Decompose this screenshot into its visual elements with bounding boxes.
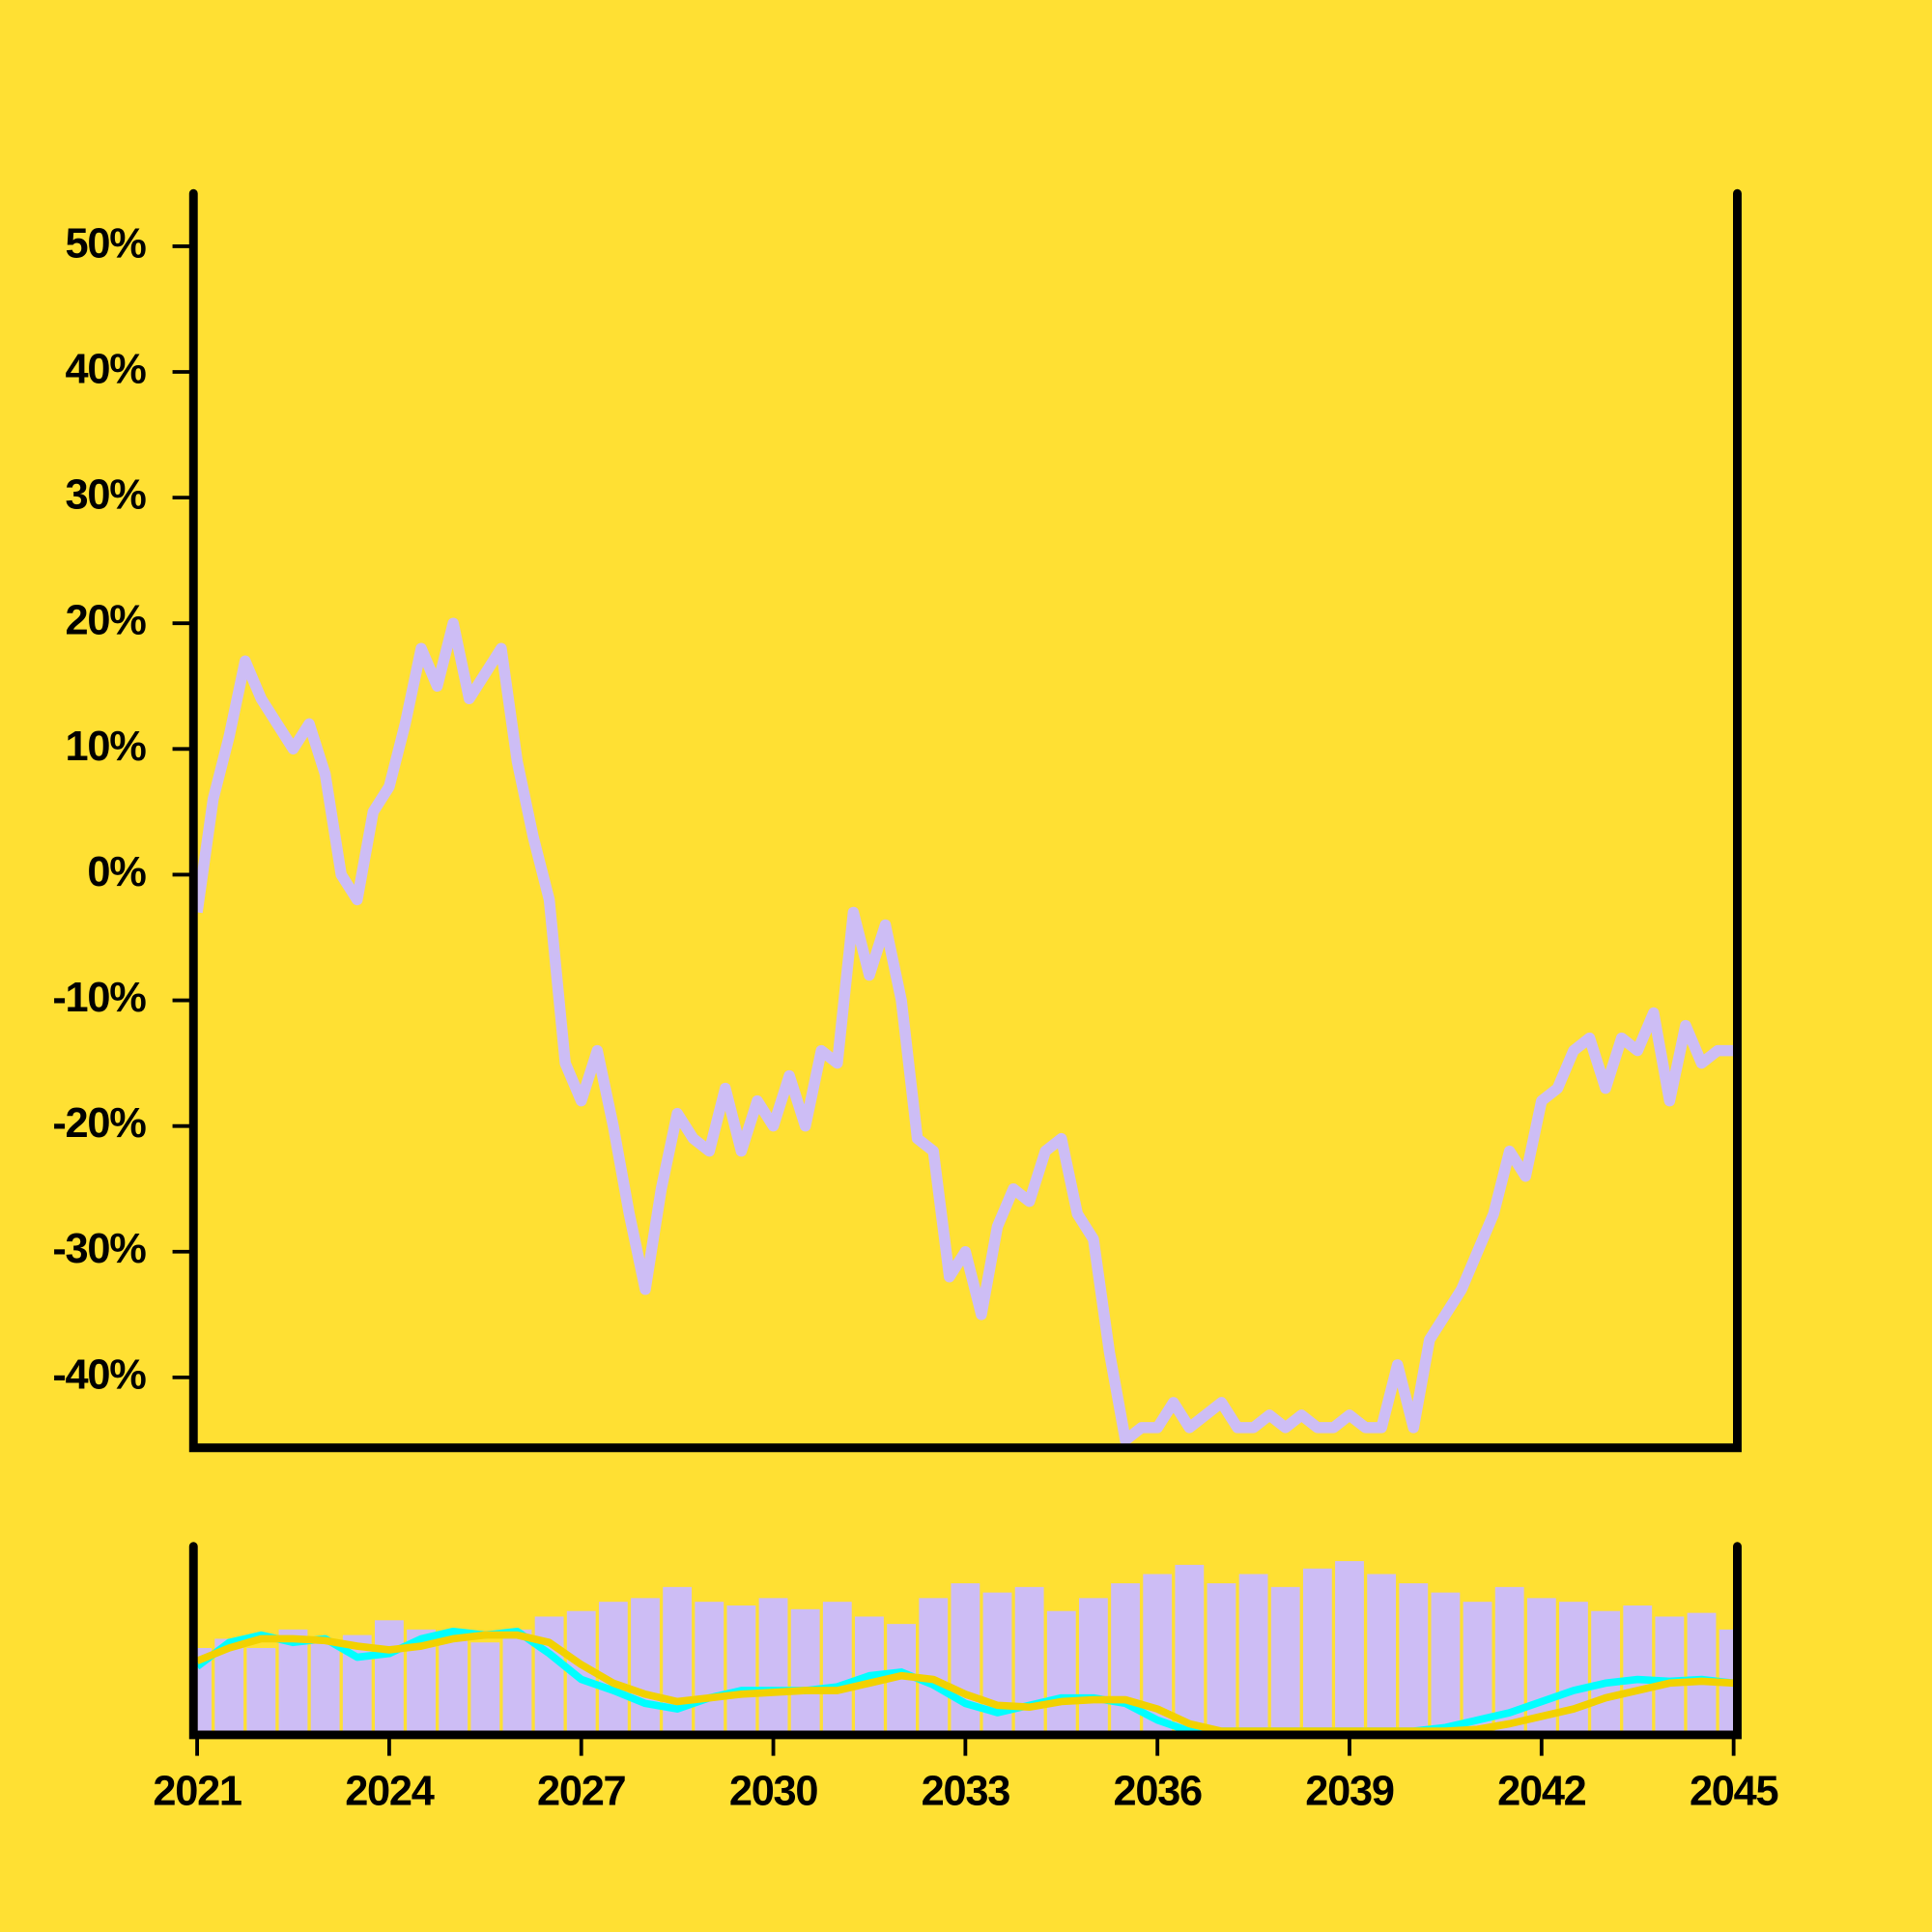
main-panel xyxy=(193,617,1734,1446)
bar xyxy=(1655,1616,1685,1732)
x-tick-label: 2042 xyxy=(1497,1769,1586,1815)
bar xyxy=(1302,1568,1332,1732)
bar xyxy=(1175,1564,1205,1732)
y-tick-label: 40% xyxy=(66,346,147,392)
line xyxy=(195,1631,1734,1735)
line xyxy=(194,1627,1735,1735)
line xyxy=(193,617,1734,1446)
y-tick-label: 10% xyxy=(66,724,147,770)
y-tick-label: -10% xyxy=(52,975,146,1021)
bar xyxy=(790,1608,820,1732)
y-tick-label: 50% xyxy=(66,220,147,267)
bar xyxy=(1591,1610,1621,1732)
bar xyxy=(470,1642,500,1732)
bar xyxy=(758,1598,788,1732)
x-tick-label: 2045 xyxy=(1690,1769,1778,1815)
axes: 50% 40% 30% 20% 10% 0% -10% -20% -30% -40% 2021 202… xyxy=(52,188,1779,1815)
y-tick-label: 0% xyxy=(87,849,146,895)
x-tick-label: 2033 xyxy=(922,1769,1010,1815)
bar xyxy=(246,1647,276,1732)
bar xyxy=(726,1605,756,1732)
y-tick-label: 20% xyxy=(66,598,147,644)
bar xyxy=(1270,1586,1300,1732)
x-tick-label: 2036 xyxy=(1114,1769,1203,1815)
bar xyxy=(1687,1612,1717,1732)
y-tick-label: -20% xyxy=(52,1100,146,1147)
x-tick-label: 2030 xyxy=(729,1769,818,1815)
bar xyxy=(193,1647,212,1732)
bar xyxy=(374,1620,404,1732)
bar xyxy=(695,1602,724,1732)
bar xyxy=(1623,1605,1653,1732)
bar xyxy=(1207,1583,1236,1732)
bar xyxy=(1238,1574,1268,1732)
main-frame xyxy=(188,188,1742,1453)
bar xyxy=(631,1598,660,1732)
bar xyxy=(278,1629,308,1732)
bar xyxy=(310,1642,340,1732)
lower-panel xyxy=(193,1561,1738,1735)
y-tick-label: -40% xyxy=(52,1351,146,1398)
x-tick-label: 2027 xyxy=(537,1769,626,1815)
bar xyxy=(1431,1592,1461,1732)
x-tick-label: 2021 xyxy=(153,1769,242,1815)
bar xyxy=(502,1629,532,1732)
x-tick-label: 2024 xyxy=(345,1769,435,1815)
y-tick-label: -30% xyxy=(52,1226,146,1272)
bar xyxy=(534,1616,564,1732)
bar xyxy=(919,1598,949,1732)
bar xyxy=(1046,1610,1076,1732)
bar xyxy=(1399,1583,1429,1732)
bar xyxy=(1078,1598,1108,1732)
bar xyxy=(1526,1598,1556,1732)
y-tick-label: 30% xyxy=(66,472,147,519)
bar xyxy=(598,1602,628,1732)
bar xyxy=(439,1638,469,1732)
bar xyxy=(1367,1574,1397,1732)
bar xyxy=(822,1602,852,1732)
bar xyxy=(1463,1602,1492,1732)
x-tick-label: 2039 xyxy=(1305,1769,1394,1815)
bar xyxy=(1335,1561,1364,1732)
